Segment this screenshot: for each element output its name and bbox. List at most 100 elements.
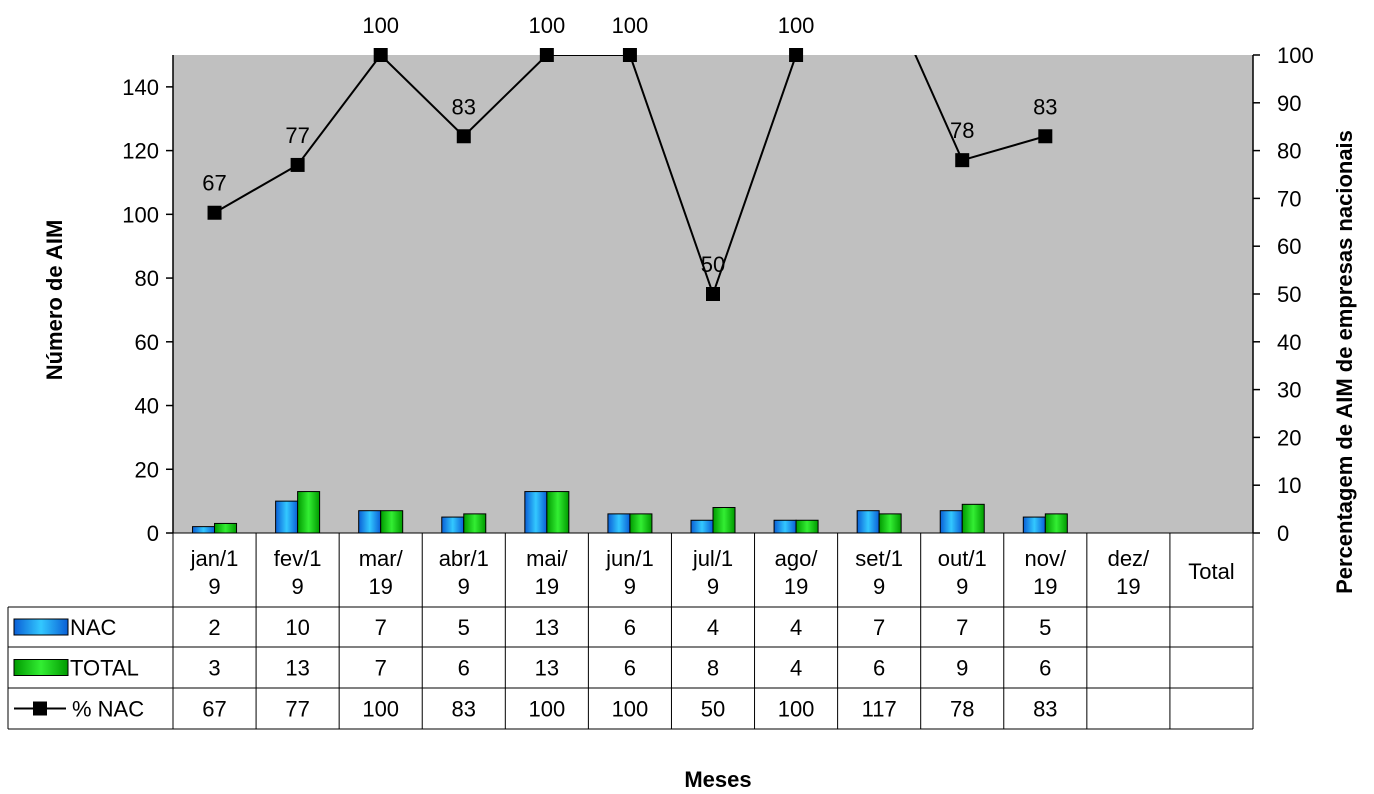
table-row-label-2: % NAC	[72, 697, 144, 722]
y2-tick-label-90: 90	[1277, 91, 1301, 116]
marker-pct-nac-10	[1038, 129, 1053, 144]
marker-pct-nac-3	[456, 129, 471, 144]
bars-layer	[192, 491, 1068, 534]
table-cell-0-7: 4	[790, 615, 802, 640]
bar-total-1	[297, 491, 321, 534]
category-label-2-line-1: mar/	[359, 546, 404, 571]
y2-tick-label-100: 100	[1277, 43, 1314, 68]
category-label-5-line-1: jun/1	[605, 546, 654, 571]
bar-nac-3	[441, 516, 465, 534]
x-axis-title: Meses	[684, 767, 751, 792]
bar-total-6	[712, 507, 736, 534]
y2-tick-label-40: 40	[1277, 330, 1301, 355]
category-label-0-line-1: jan/1	[190, 546, 239, 571]
y2-tick-label-10: 10	[1277, 473, 1301, 498]
bar-total-7	[795, 519, 819, 534]
table-cell-2-2: 100	[362, 697, 399, 722]
y-tick-label-20: 20	[135, 457, 159, 482]
category-label-1-line-1: fev/1	[274, 546, 322, 571]
marker-pct-nac-9	[955, 153, 970, 168]
table-row-label-1: TOTAL	[70, 656, 139, 681]
category-label-3-line-2: 9	[458, 574, 470, 599]
table-cell-0-5: 6	[624, 615, 636, 640]
bar-nac-0	[192, 526, 216, 534]
table-cell-0-6: 4	[707, 615, 719, 640]
table-cell-1-1: 13	[285, 656, 309, 681]
data-label-pct-nac-9: 78	[950, 118, 974, 143]
data-table: jan/1 9 fev/1 9 mar/19 abr/1 9 mai/19 jun/1 9 jul/…	[7, 532, 1254, 730]
legend-key-total	[13, 659, 69, 676]
category-label-2-line-2: 19	[368, 574, 392, 599]
bar-nac-2	[358, 510, 382, 534]
bar-total-9	[961, 503, 985, 534]
y-tick-label-0: 0	[147, 521, 159, 546]
table-cell-1-4: 13	[535, 656, 559, 681]
data-label-pct-nac-7: 100	[778, 13, 815, 38]
marker-pct-nac-0	[207, 205, 222, 220]
data-label-pct-nac-0: 67	[202, 171, 226, 196]
data-label-pct-nac-5: 100	[612, 13, 649, 38]
table-cell-0-0: 2	[208, 615, 220, 640]
category-label-4-line-1: mai/	[526, 546, 568, 571]
line-layer: 67 77 100 83 100 100 50 100 78 83	[202, 13, 1058, 301]
bar-total-4	[546, 491, 570, 534]
y-tick-label-120: 120	[122, 139, 159, 164]
category-label-6-line-1: jul/1	[692, 546, 733, 571]
y2-tick-label-50: 50	[1277, 282, 1301, 307]
data-label-pct-nac-1: 77	[285, 123, 309, 148]
bar-total-10	[1044, 513, 1068, 534]
marker-pct-nac-6	[706, 287, 720, 301]
y-axis-title: Número de AIM	[42, 220, 67, 381]
category-label-9-line-2: 9	[956, 574, 968, 599]
bar-total-5	[629, 513, 653, 534]
bar-total-3	[463, 513, 487, 534]
category-label-7-line-2: 19	[784, 574, 808, 599]
bar-nac-6	[690, 519, 714, 534]
marker-pct-nac-4	[539, 48, 554, 62]
table-cell-2-4: 100	[528, 697, 565, 722]
table-cell-2-7: 100	[778, 697, 815, 722]
y2-tick-label-60: 60	[1277, 234, 1301, 259]
bar-nac-5	[607, 513, 631, 534]
table-cell-2-0: 67	[202, 697, 226, 722]
legend-key-marker	[33, 701, 47, 716]
table-cell-0-4: 13	[535, 615, 559, 640]
table-row-label-0: NAC	[70, 615, 117, 640]
table-cell-1-7: 4	[790, 656, 802, 681]
table-cell-0-2: 7	[375, 615, 387, 640]
table-cell-1-8: 6	[873, 656, 885, 681]
table-cell-2-1: 77	[285, 697, 309, 722]
bar-nac-7	[773, 519, 797, 534]
table-cell-0-8: 7	[873, 615, 885, 640]
y-tick-label-80: 80	[135, 266, 159, 291]
category-label-10-line-2: 19	[1033, 574, 1057, 599]
table-cell-2-3: 83	[452, 697, 476, 722]
table-cell-1-5: 6	[624, 656, 636, 681]
bar-nac-4	[524, 491, 548, 534]
category-label-4-line-2: 19	[535, 574, 559, 599]
bar-nac-9	[939, 510, 963, 534]
marker-pct-nac-2	[373, 48, 388, 62]
data-label-pct-nac-6: 50	[701, 252, 725, 277]
category-label-8-line-1: set/1	[855, 546, 903, 571]
table-cell-1-3: 6	[458, 656, 470, 681]
table-cell-0-3: 5	[458, 615, 470, 640]
bar-nac-8	[856, 510, 880, 534]
data-label-pct-nac-10: 83	[1033, 94, 1057, 119]
bar-total-8	[878, 513, 902, 534]
category-label-11-line-2: 19	[1116, 574, 1140, 599]
category-label-11-line-1: dez/	[1108, 546, 1150, 571]
y2-tick-label-0: 0	[1277, 521, 1289, 546]
table-cell-1-10: 6	[1039, 656, 1051, 681]
marker-pct-nac-1	[290, 157, 305, 172]
category-label-7-line-1: ago/	[775, 546, 819, 571]
table-cell-1-6: 8	[707, 656, 719, 681]
y2-axis-title: Percentagem de AIM de empresas nacionais	[1332, 130, 1357, 594]
table-cell-2-9: 78	[950, 697, 974, 722]
bar-total-0	[214, 522, 238, 534]
table-cell-0-1: 10	[285, 615, 309, 640]
y-tick-label-60: 60	[135, 330, 159, 355]
category-label-8-line-2: 9	[873, 574, 885, 599]
table-cell-2-8: 117	[862, 697, 897, 722]
